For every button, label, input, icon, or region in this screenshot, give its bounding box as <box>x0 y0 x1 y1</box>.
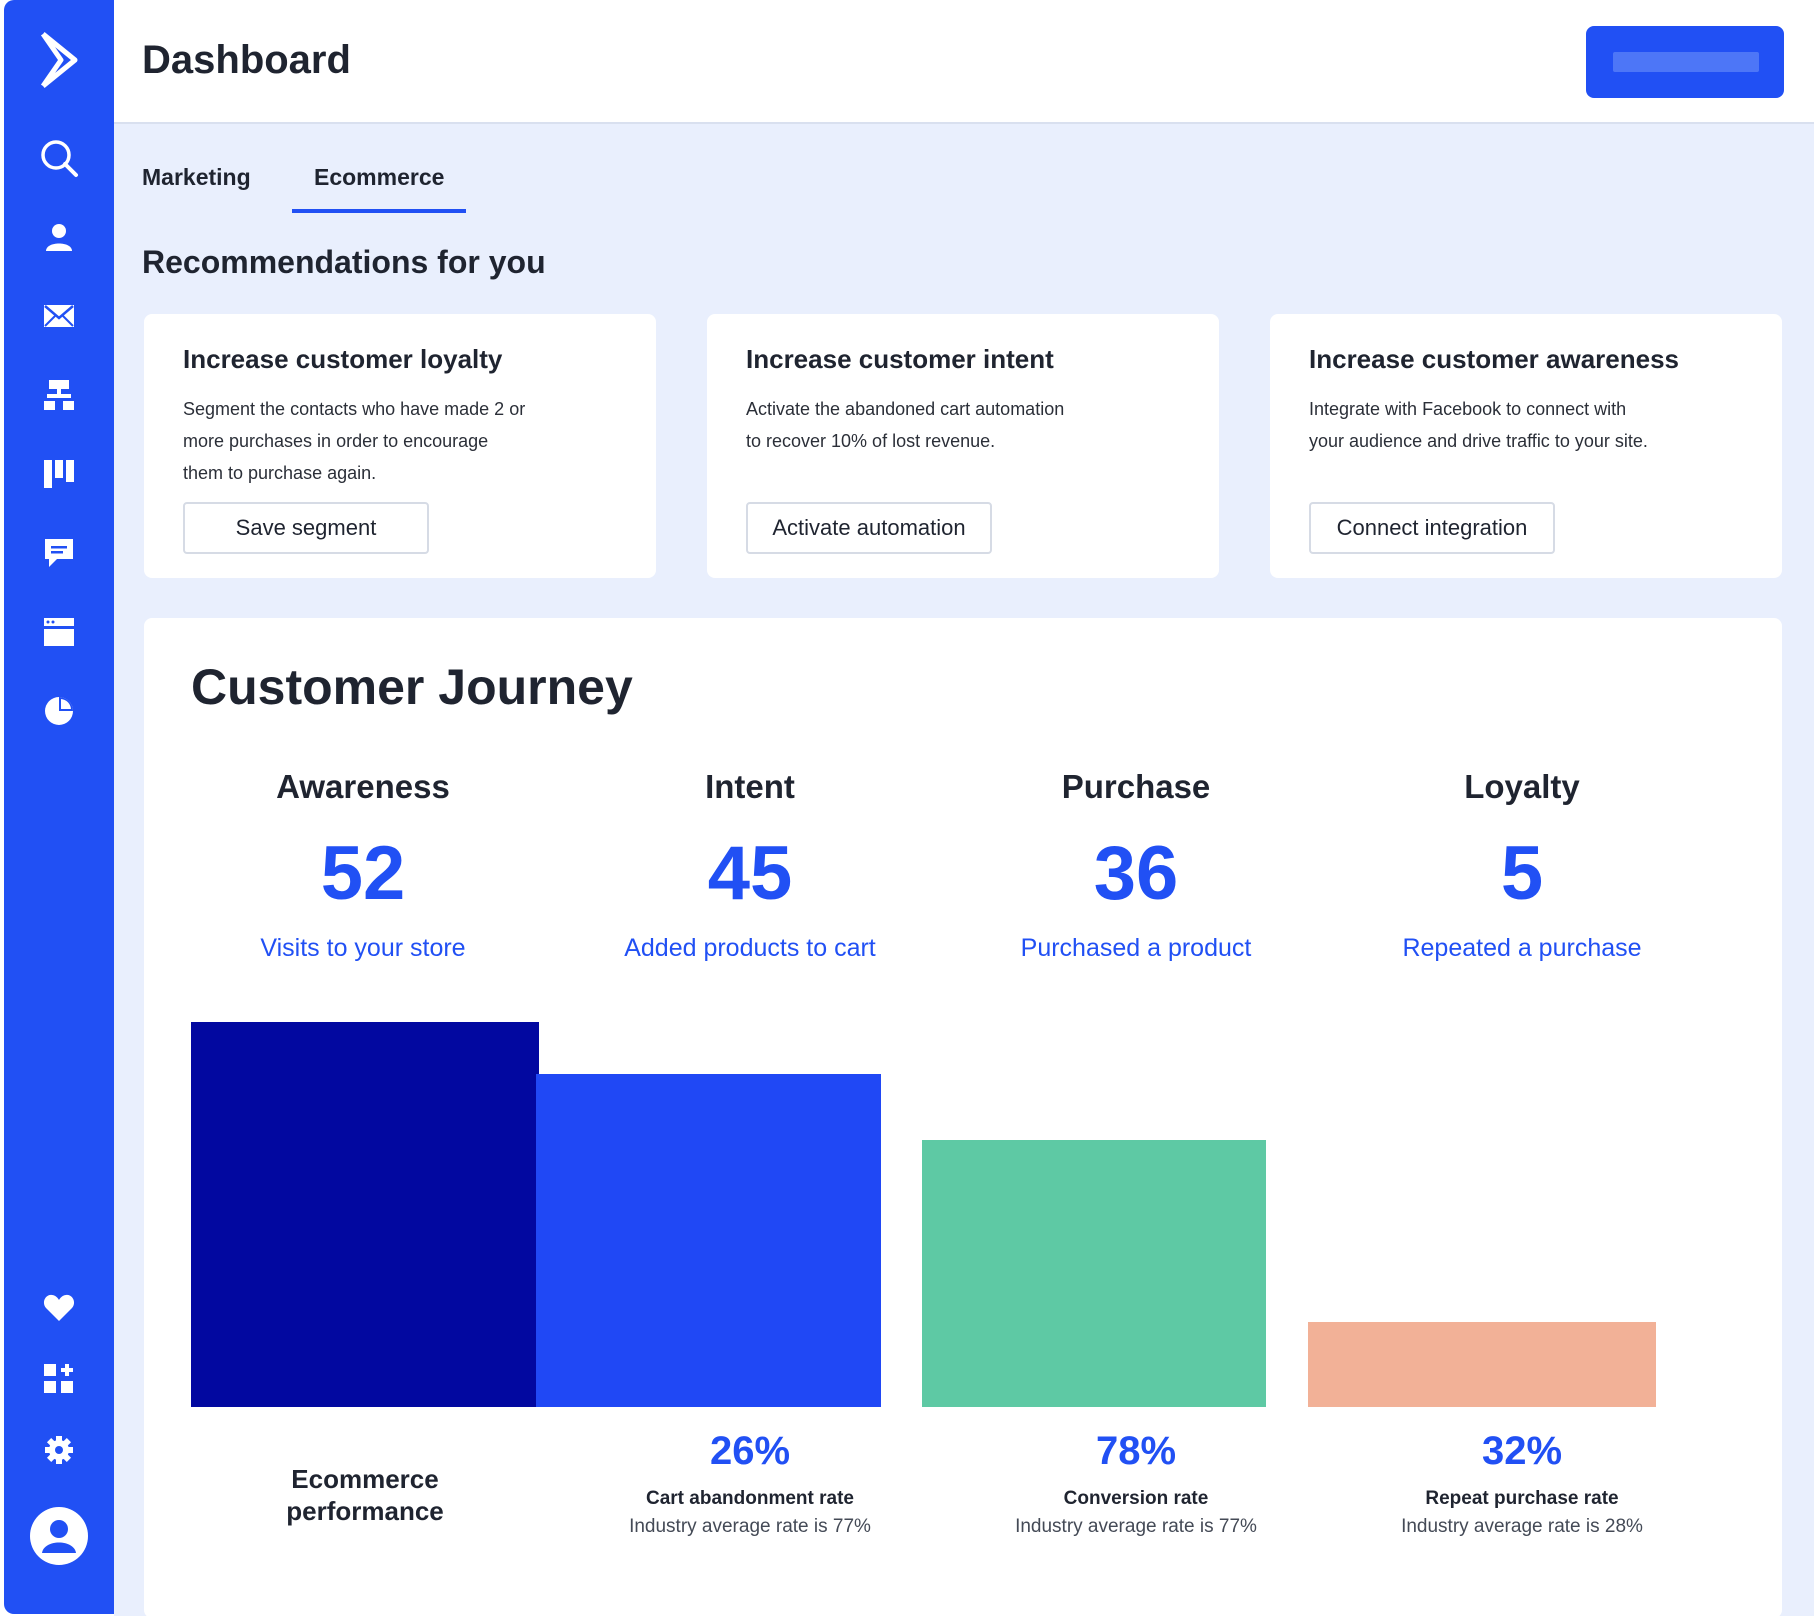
primary-action-button[interactable] <box>1586 26 1784 98</box>
card-description: Integrate with Facebook to connect with … <box>1309 393 1749 457</box>
card-description: Segment the contacts who have made 2 or … <box>183 393 583 489</box>
journey-bar-awareness <box>191 1022 539 1407</box>
metric-conversion: 78% Conversion rate Industry average rat… <box>943 1428 1329 1538</box>
description-line: your audience and drive traffic to your … <box>1309 431 1648 451</box>
journey-bar-intent <box>536 1073 881 1407</box>
description-line: Activate the abandoned cart automation <box>746 399 1065 419</box>
deals-icon[interactable] <box>4 452 114 496</box>
heart-icon[interactable] <box>4 1286 114 1330</box>
stage-name: Intent <box>705 768 795 805</box>
stage-name: Purchase <box>1061 768 1211 805</box>
stage-description: Added products to cart <box>624 934 876 962</box>
logo-chevron-icon[interactable] <box>4 30 114 90</box>
sidebar <box>4 0 114 1614</box>
metric-label: Cart abandonment rate <box>646 1488 854 1509</box>
metric-label: Repeat purchase rate <box>1425 1488 1619 1509</box>
stage-description: Repeated a purchase <box>1402 934 1642 962</box>
stage-loyalty: Loyalty 5 Repeated a purchase <box>1329 768 1715 963</box>
stage-name: Awareness <box>276 768 450 805</box>
metric-percent: 78% <box>1095 1429 1177 1473</box>
active-tab-indicator <box>292 209 466 213</box>
apps-icon[interactable] <box>4 1357 114 1401</box>
card-title: Increase customer loyalty <box>183 344 503 374</box>
metric-note: Industry average rate is 77% <box>629 1516 871 1537</box>
stage-name: Loyalty <box>1464 768 1580 805</box>
button-label-placeholder <box>1613 52 1759 72</box>
description-line: Segment the contacts who have made 2 or <box>183 399 526 419</box>
mail-icon[interactable] <box>4 294 114 338</box>
ecommerce-performance-label: Ecommerce performance <box>191 1463 539 1527</box>
customer-journey-card: Customer Journey Awareness 52 Visits to … <box>144 618 1782 1618</box>
tab-marketing[interactable]: Marketing <box>142 164 251 190</box>
metric-note: Industry average rate is 28% <box>1401 1516 1643 1537</box>
top-bar: Dashboard <box>114 0 1814 124</box>
metric-label: Conversion rate <box>1063 1488 1209 1509</box>
card-title: Increase customer intent <box>746 344 1054 374</box>
description-line: them to purchase again. <box>183 463 377 483</box>
stage-value: 45 <box>707 831 793 916</box>
stage-value: 36 <box>1093 831 1179 916</box>
journey-title: Customer Journey <box>191 659 633 715</box>
activate-automation-button[interactable]: Activate automation <box>746 502 992 554</box>
recommendation-card-loyalty: Increase customer loyalty Segment the co… <box>144 314 656 578</box>
contacts-icon[interactable] <box>4 215 114 259</box>
label-line: performance <box>286 1496 444 1526</box>
metric-percent: 32% <box>1481 1429 1563 1473</box>
conversations-icon[interactable] <box>4 531 114 575</box>
page-title: Dashboard <box>142 38 351 82</box>
label-line: Ecommerce <box>291 1464 439 1494</box>
metric-percent: 26% <box>709 1429 791 1473</box>
metric-cart-abandonment: 26% Cart abandonment rate Industry avera… <box>557 1428 943 1538</box>
card-description: Activate the abandoned cart automation t… <box>746 393 1146 457</box>
description-line: Integrate with Facebook to connect with <box>1309 399 1627 419</box>
stage-value: 5 <box>1500 831 1544 916</box>
stage-description: Purchased a product <box>1020 934 1252 962</box>
avatar-icon[interactable] <box>4 1506 114 1566</box>
connect-integration-button[interactable]: Connect integration <box>1309 502 1555 554</box>
stage-awareness: Awareness 52 Visits to your store <box>170 768 556 963</box>
recommendation-card-awareness: Increase customer awareness Integrate wi… <box>1270 314 1782 578</box>
search-icon[interactable] <box>4 136 114 180</box>
description-line: to recover 10% of lost revenue. <box>746 431 996 451</box>
journey-bar-purchase <box>922 1140 1266 1407</box>
journey-bar-loyalty <box>1308 1322 1656 1407</box>
stage-intent: Intent 45 Added products to cart <box>557 768 943 963</box>
reports-icon[interactable] <box>4 689 114 733</box>
main-content: Dashboard Marketing Ecommerce Recommenda… <box>114 0 1814 1618</box>
stage-description: Visits to your store <box>260 934 466 962</box>
save-segment-button[interactable]: Save segment <box>183 502 429 554</box>
website-icon[interactable] <box>4 610 114 654</box>
recommendation-card-intent: Increase customer intent Activate the ab… <box>707 314 1219 578</box>
stage-purchase: Purchase 36 Purchased a product <box>943 768 1329 963</box>
description-line: more purchases in order to encourage <box>183 431 489 451</box>
tab-ecommerce[interactable]: Ecommerce <box>314 164 445 190</box>
card-title: Increase customer awareness <box>1309 344 1679 374</box>
metric-repeat-purchase: 32% Repeat purchase rate Industry averag… <box>1329 1428 1715 1538</box>
stage-value: 52 <box>320 831 406 916</box>
automation-icon[interactable] <box>4 373 114 417</box>
recommendations-title: Recommendations for you <box>142 244 546 280</box>
metric-note: Industry average rate is 77% <box>1015 1516 1257 1537</box>
gear-icon[interactable] <box>4 1428 114 1472</box>
